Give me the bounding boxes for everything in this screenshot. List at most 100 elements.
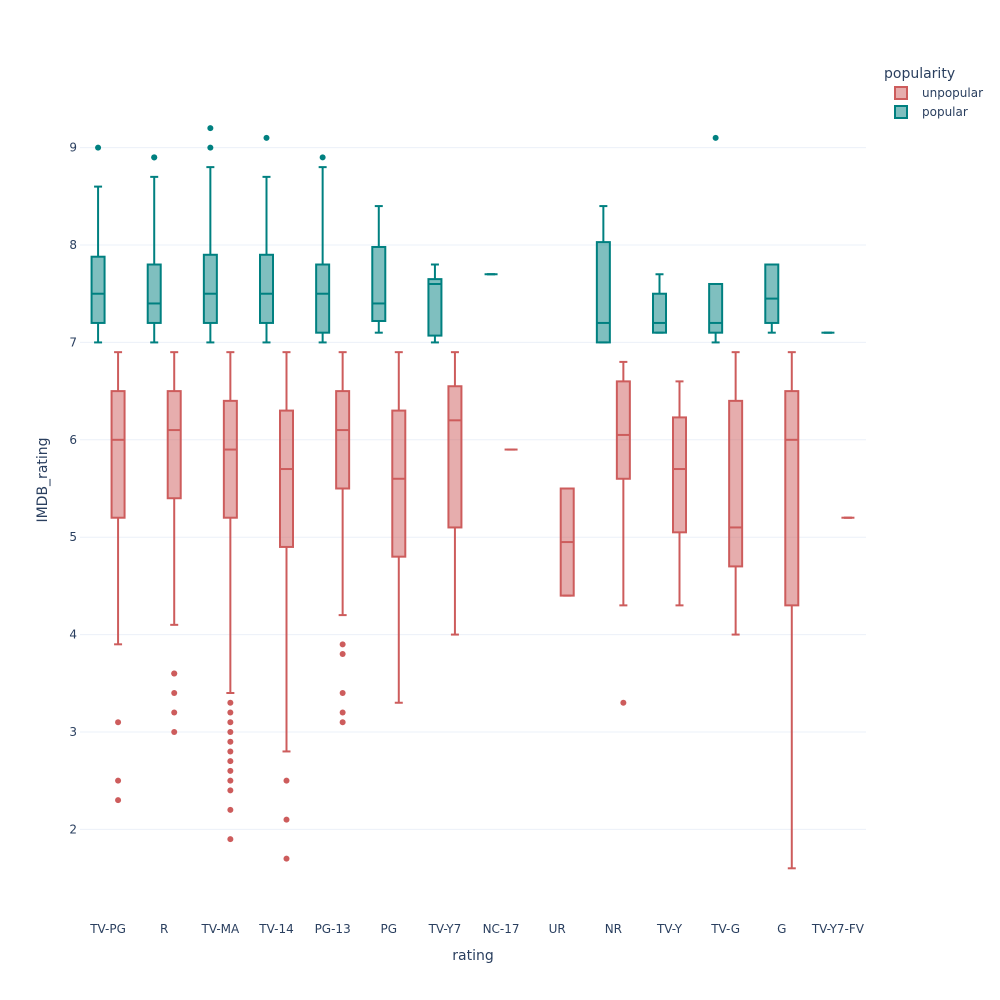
legend-swatch-unpopular	[894, 86, 908, 100]
iqr-box	[672, 416, 687, 534]
outlier-point	[319, 154, 326, 161]
box-NR	[595, 205, 611, 344]
box-TV-Y	[672, 380, 687, 607]
legend-swatch-popular	[894, 105, 908, 119]
x-tick-label: TV-Y7	[428, 922, 462, 936]
y-tick-label: 8	[69, 238, 77, 252]
outlier-point	[339, 719, 346, 726]
y-axis-ticks: 2 3 4 5 6 7 8 9	[69, 141, 77, 837]
box-R	[146, 154, 162, 344]
iqr-box	[728, 399, 744, 568]
y-tick-label: 2	[69, 822, 77, 836]
legend-title: popularity	[884, 66, 955, 82]
iqr-box	[202, 253, 218, 324]
legend: popularity unpopular popular	[884, 66, 983, 119]
box-TV-14	[279, 351, 294, 862]
box-TV-PG	[110, 351, 126, 804]
outlier-point	[227, 699, 234, 706]
box-NR	[615, 360, 631, 706]
y-tick-label: 5	[69, 530, 77, 544]
outlier-point	[620, 699, 627, 706]
outlier-point	[171, 670, 178, 677]
box-TV-MA	[202, 125, 218, 344]
outlier-point	[171, 690, 178, 697]
box-TV-G	[728, 351, 744, 636]
x-tick-label: G	[777, 922, 786, 936]
series-popular	[90, 125, 835, 344]
outlier-point	[339, 690, 346, 697]
outlier-point	[339, 651, 346, 658]
iqr-box	[90, 255, 106, 324]
iqr-box	[391, 409, 407, 558]
outlier-point	[115, 797, 122, 804]
iqr-box	[146, 263, 162, 324]
gridlines	[80, 147, 866, 830]
iqr-box	[110, 390, 126, 519]
iqr-box	[222, 399, 238, 519]
outlier-point	[227, 719, 234, 726]
box-PG	[371, 205, 387, 334]
outlier-point	[263, 134, 270, 141]
x-axis-ticks: TV-PG R TV-MA TV-14 PG-13 PG TV-Y7 NC-17 UR NR TV-…	[89, 922, 865, 936]
box-TV-G	[708, 134, 724, 344]
iqr-box	[784, 390, 800, 607]
box-TV-MA	[222, 351, 238, 843]
iqr-box	[335, 390, 351, 490]
y-tick-label: 3	[69, 725, 77, 739]
box-PG-13	[315, 154, 331, 344]
iqr-box	[259, 253, 274, 324]
box-TV-PG	[90, 144, 106, 344]
outlier-point	[227, 777, 234, 784]
box-TV-14	[259, 134, 274, 344]
box-TV-Y7	[427, 263, 443, 344]
x-tick-label: TV-14	[258, 922, 293, 936]
y-tick-label: 7	[69, 335, 77, 349]
box-G	[784, 351, 800, 870]
outlier-point	[283, 777, 290, 784]
x-tick-label: PG	[381, 922, 398, 936]
outlier-point	[227, 806, 234, 813]
outlier-point	[283, 816, 290, 823]
outlier-point	[227, 787, 234, 794]
box-TV-Y	[652, 273, 667, 334]
outlier-point	[171, 709, 178, 716]
x-tick-label: UR	[549, 922, 566, 936]
outlier-point	[151, 154, 158, 161]
outlier-point	[227, 738, 234, 745]
iqr-box	[279, 409, 294, 548]
series-unpopular	[110, 351, 855, 870]
iqr-box	[166, 390, 182, 500]
iqr-box	[371, 245, 387, 322]
x-tick-label: PG-13	[315, 922, 351, 936]
outlier-point	[283, 855, 290, 862]
y-axis-title: IMDB_rating	[35, 437, 51, 522]
y-tick-label: 4	[69, 628, 77, 642]
iqr-box	[447, 385, 463, 529]
x-tick-label: NR	[605, 922, 622, 936]
outlier-point	[339, 641, 346, 648]
box-TV-Y7	[447, 351, 463, 636]
x-tick-label: TV-G	[710, 922, 740, 936]
legend-label-popular: popular	[922, 105, 968, 119]
outlier-point	[207, 125, 214, 132]
outlier-point	[95, 144, 102, 151]
iqr-box	[652, 292, 667, 334]
iqr-box	[708, 282, 724, 334]
x-tick-label: TV-PG	[89, 922, 126, 936]
x-tick-label: R	[160, 922, 168, 936]
box-R	[166, 351, 182, 735]
x-tick-label: TV-Y7-FV	[811, 922, 865, 936]
iqr-box	[427, 278, 443, 337]
outlier-point	[115, 719, 122, 726]
outlier-point	[227, 767, 234, 774]
iqr-box	[595, 241, 611, 344]
legend-items: unpopular popular	[894, 86, 983, 119]
outlier-point	[115, 777, 122, 784]
box-PG	[391, 351, 407, 704]
box-series	[90, 125, 855, 870]
y-tick-label: 6	[69, 433, 77, 447]
box-PG-13	[335, 351, 351, 726]
outlier-point	[227, 728, 234, 735]
outlier-point	[712, 134, 719, 141]
